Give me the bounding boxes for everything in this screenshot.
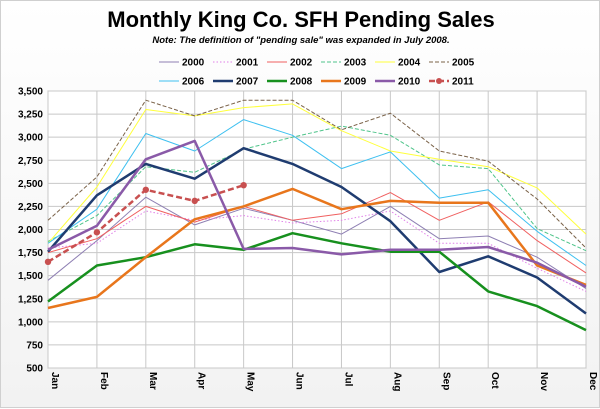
y-tick-label: 1,000: [18, 317, 43, 328]
legend-label-2004: 2004: [398, 58, 421, 69]
series-line-2008: [47, 231, 587, 332]
y-axis: 500 750 1,000 1,250 1,500 1,750 2,000 2,250 2,50…: [18, 87, 43, 375]
gridlines: [47, 90, 587, 369]
x-tick-label: Nov: [538, 372, 549, 391]
x-tick-label: Oct: [489, 372, 500, 389]
y-tick-label: 750: [26, 340, 43, 351]
y-tick-label: 2,750: [18, 156, 43, 167]
series-line-2009: [47, 187, 587, 310]
x-tick-label: Mar: [147, 372, 158, 390]
series-line-2005: [47, 99, 587, 249]
x-tick-label: Jun: [294, 372, 305, 390]
chart-subtitle: Note: The definition of "pending sale" w…: [152, 35, 449, 46]
y-tick-label: 500: [26, 364, 43, 375]
legend-label-2008: 2008: [290, 77, 313, 88]
legend: 2000 2001 2002 2003 2004 2005 2006 2007 2008 2009…: [159, 58, 475, 88]
legend-label-2005: 2005: [452, 58, 475, 69]
series-lines: [44, 99, 587, 332]
x-tick-label: Sep: [440, 372, 451, 390]
data-point-2011: [240, 181, 247, 189]
legend-label-2010: 2010: [398, 77, 421, 88]
chart-title: Monthly King Co. SFH Pending Sales: [107, 7, 494, 32]
x-axis: Jan Feb Mar Apr May Jun Jul Aug Sep Oct Nov Dec: [49, 372, 598, 392]
y-tick-label: 2,000: [18, 225, 43, 236]
data-point-2011: [142, 186, 150, 193]
legend-label-2001: 2001: [236, 58, 259, 69]
y-tick-label: 2,250: [18, 202, 43, 213]
legend-label-2009: 2009: [344, 77, 367, 88]
y-tick-label: 1,250: [18, 294, 43, 305]
y-tick-label: 3,250: [18, 110, 43, 121]
y-tick-label: 1,500: [18, 271, 43, 282]
x-tick-label: Dec: [587, 372, 598, 391]
y-tick-label: 3,000: [18, 133, 43, 144]
data-point-2011: [44, 258, 52, 266]
x-tick-label: Feb: [98, 372, 109, 390]
legend-marker-2011: [436, 78, 442, 84]
y-tick-label: 1,750: [18, 248, 43, 259]
legend-label-2000: 2000: [182, 58, 205, 69]
data-point-2011: [93, 229, 101, 236]
y-tick-label: 3,500: [18, 87, 43, 98]
x-tick-label: Jan: [49, 372, 60, 389]
series-line-2006: [47, 119, 587, 266]
x-tick-label: Aug: [391, 372, 402, 391]
series-line-2003: [47, 125, 587, 252]
legend-label-2003: 2003: [344, 58, 367, 69]
legend-label-2006: 2006: [182, 77, 205, 88]
legend-label-2002: 2002: [290, 58, 313, 69]
series-line-2010: [47, 139, 587, 288]
x-tick-label: Jul: [342, 372, 353, 387]
data-point-2011: [191, 197, 198, 205]
legend-label-2011: 2011: [452, 77, 474, 88]
legend-label-2007: 2007: [236, 77, 259, 88]
series-line-2000: [47, 196, 587, 290]
y-tick-label: 2,500: [18, 179, 43, 190]
x-tick-label: Apr: [196, 372, 207, 389]
series-line-2001: [47, 210, 587, 292]
series-line-2002: [47, 192, 587, 274]
x-tick-label: May: [245, 372, 256, 392]
series-line-2004: [47, 103, 587, 244]
